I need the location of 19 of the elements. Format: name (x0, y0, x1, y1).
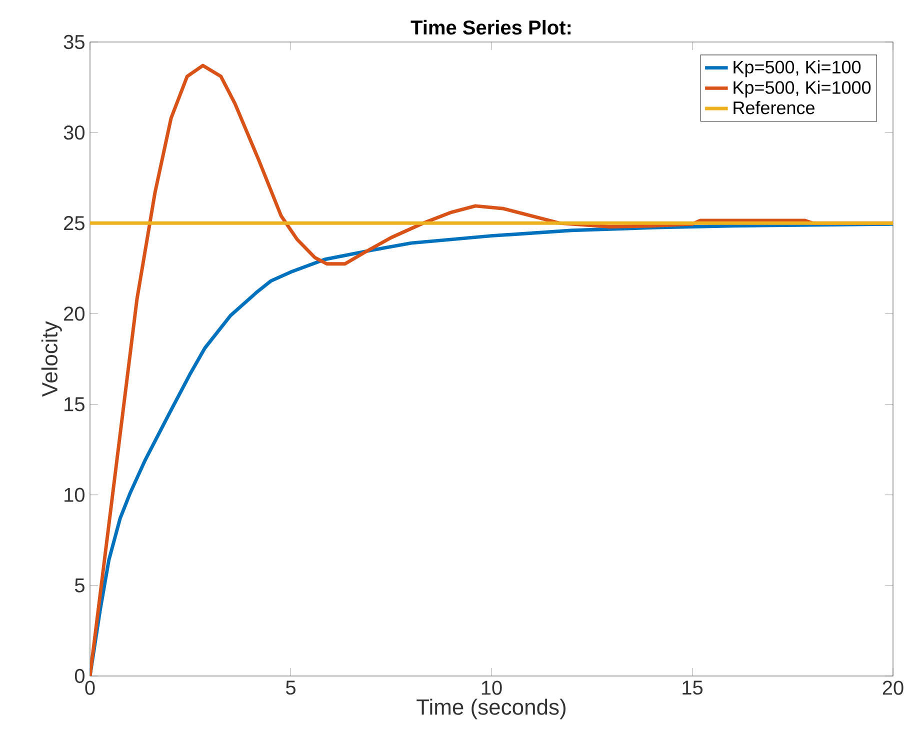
y-tick-label: 15 (64, 397, 84, 412)
x-tick-label: 5 (286, 680, 296, 695)
chart-title: Time Series Plot: (410, 20, 571, 35)
y-tick-label: 35 (64, 34, 84, 50)
y-tick-label: 0 (74, 668, 84, 684)
y-tick-label: 5 (74, 578, 84, 592)
x-axis-title: Time (seconds) (416, 698, 566, 720)
legend-label: Kp=500, Ki=100 (734, 60, 861, 78)
x-tick-label: 0 (85, 680, 95, 695)
y-axis-title: Velocity (41, 321, 62, 397)
legend-label: Reference (734, 101, 814, 114)
y-tick-label: 25 (64, 216, 84, 230)
x-tick-label: 20 (882, 680, 904, 695)
x-tick-label: 10 (482, 680, 502, 695)
y-tick-label: 10 (64, 488, 84, 502)
x-tick-label: 15 (682, 680, 703, 695)
legend-label: Kp=500, Ki=1000 (734, 80, 871, 98)
y-tick-label: 20 (64, 306, 84, 321)
y-tick-label: 30 (64, 125, 84, 140)
